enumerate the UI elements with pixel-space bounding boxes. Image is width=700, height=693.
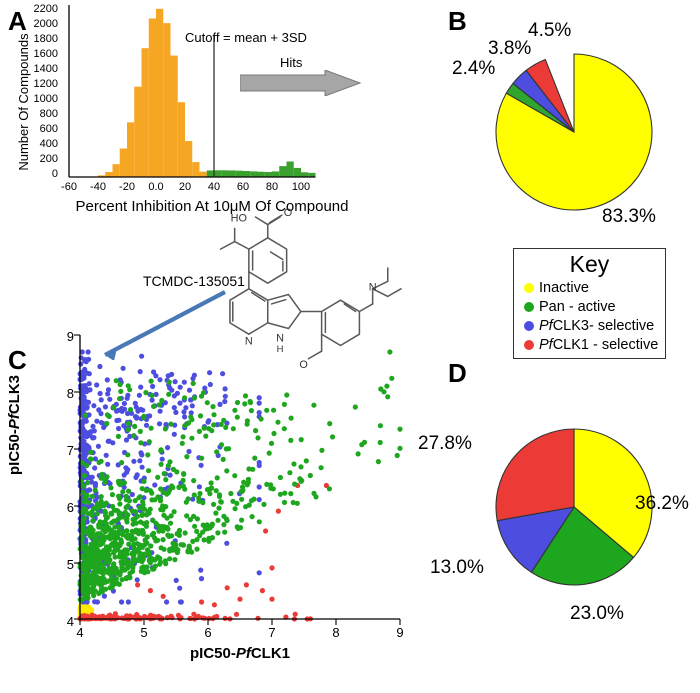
svg-text:200: 200: [40, 153, 58, 165]
svg-text:O: O: [299, 359, 307, 371]
svg-text:1400: 1400: [34, 63, 58, 75]
svg-text:4: 4: [76, 625, 83, 640]
svg-text:7: 7: [67, 443, 74, 458]
svg-text:8: 8: [332, 625, 339, 640]
svg-text:9: 9: [396, 625, 403, 640]
svg-text:6: 6: [204, 625, 211, 640]
svg-text:2000: 2000: [34, 18, 58, 30]
svg-text:-40: -40: [90, 181, 106, 193]
svg-text:1200: 1200: [34, 78, 58, 90]
svg-text:0: 0: [52, 168, 58, 180]
svg-text:N: N: [369, 282, 377, 294]
svg-text:5: 5: [67, 557, 74, 572]
svg-text:1000: 1000: [34, 93, 58, 105]
svg-text:6: 6: [67, 500, 74, 515]
svg-text:60: 60: [237, 181, 249, 193]
svg-text:2200: 2200: [34, 3, 58, 15]
svg-text:O: O: [284, 207, 292, 219]
svg-text:0.0: 0.0: [148, 181, 163, 193]
svg-text:600: 600: [40, 123, 58, 135]
svg-text:80: 80: [266, 181, 278, 193]
svg-text:40: 40: [208, 181, 220, 193]
svg-text:4: 4: [67, 614, 74, 629]
svg-text:-60: -60: [61, 181, 77, 193]
svg-text:1800: 1800: [34, 33, 58, 45]
svg-text:9: 9: [67, 330, 74, 344]
svg-text:7: 7: [268, 625, 275, 640]
svg-text:800: 800: [40, 108, 58, 120]
svg-text:N: N: [245, 336, 253, 348]
svg-text:HO: HO: [231, 213, 247, 225]
svg-text:H: H: [277, 344, 284, 355]
svg-text:N: N: [276, 333, 284, 345]
svg-text:-20: -20: [119, 181, 135, 193]
svg-text:1600: 1600: [34, 48, 58, 60]
svg-text:8: 8: [67, 386, 74, 401]
svg-text:400: 400: [40, 138, 58, 150]
svg-text:5: 5: [140, 625, 147, 640]
svg-text:20: 20: [179, 181, 191, 193]
svg-text:100: 100: [292, 181, 310, 193]
